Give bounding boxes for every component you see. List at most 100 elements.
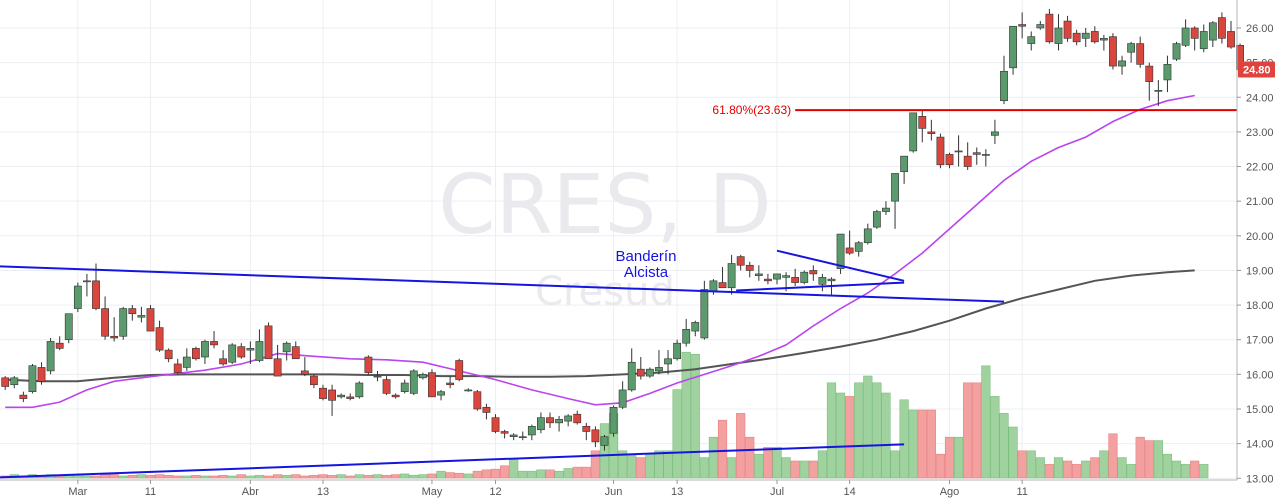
candle-body	[927, 131, 936, 134]
time-tick-label: 13	[671, 486, 683, 498]
candle-body	[500, 431, 509, 434]
candle	[1208, 21, 1217, 48]
candle	[300, 357, 309, 377]
candle-body	[1154, 90, 1163, 92]
volume-bar	[472, 470, 482, 479]
candle-body	[328, 389, 336, 401]
candle	[509, 433, 518, 441]
candle	[201, 339, 209, 364]
trendline-lower-support	[0, 443, 905, 479]
candle	[718, 266, 727, 289]
price-tick-label: 18.00	[1246, 300, 1274, 312]
candle-body	[1127, 43, 1136, 53]
volume-bar	[935, 453, 946, 479]
volume-bar	[309, 474, 319, 479]
volume-bar	[881, 392, 891, 479]
volume-bar	[154, 474, 165, 479]
candle-body	[291, 346, 300, 360]
candle	[1190, 26, 1199, 51]
volume-bar	[1181, 464, 1191, 479]
candle	[546, 412, 554, 429]
candle-body	[882, 207, 890, 212]
candle-body	[627, 361, 636, 391]
candle-body	[700, 289, 709, 339]
volume-bar	[191, 474, 201, 479]
candle-body	[909, 112, 918, 152]
volume-bar	[400, 473, 410, 479]
price-tick-label: 13.00	[1246, 473, 1274, 485]
grid	[0, 0, 1237, 480]
candle	[918, 111, 927, 143]
fibonacci-level[interactable]: 61.80%(23.63)	[712, 103, 1237, 117]
volume-bar	[391, 474, 401, 479]
volume-bar	[899, 399, 909, 479]
price-tick-label: 20.00	[1246, 231, 1274, 243]
candle-body	[246, 348, 255, 351]
candle-body	[1199, 31, 1208, 50]
volume-bar	[381, 474, 392, 479]
candle	[900, 155, 909, 184]
candle-body	[1181, 27, 1190, 46]
candle	[627, 348, 636, 392]
candle-body	[854, 242, 863, 252]
candle	[1063, 15, 1072, 42]
candle	[936, 133, 945, 169]
candle-body	[664, 358, 672, 365]
volume-bar	[990, 396, 1000, 479]
candle-body	[19, 394, 28, 399]
candle	[19, 391, 28, 403]
candle	[764, 273, 772, 285]
volume-bar	[963, 382, 973, 479]
time-tick-label: Jun	[605, 486, 623, 498]
candle-body	[636, 368, 645, 377]
candle	[791, 268, 800, 287]
volume-bar	[545, 469, 555, 479]
pattern-annotation[interactable]: Banderín Alcista	[616, 248, 677, 281]
price-axis[interactable]: 13.00 14.00 15.00 16.00 17.00 18.00 19.00 20.00…	[1236, 0, 1274, 485]
candle-body	[754, 273, 763, 276]
candle	[83, 273, 91, 297]
candle-body	[319, 387, 327, 399]
candle	[237, 343, 246, 359]
candle	[991, 119, 999, 145]
candle	[273, 344, 282, 377]
trendlines[interactable]	[0, 249, 1005, 479]
volume-bar	[1081, 460, 1091, 479]
candle-body	[1227, 31, 1235, 48]
candle-body	[872, 211, 881, 228]
volume-bar	[863, 375, 873, 479]
candle-body	[346, 396, 355, 399]
candle-body	[409, 370, 418, 394]
candle-body	[918, 116, 927, 129]
volume-bar	[672, 389, 682, 479]
time-axis[interactable]: Mar 11 Abr 13 May 12 Jun 13 Jul 14 Ago 11	[0, 479, 1237, 498]
volume-bar	[717, 419, 728, 479]
candle-body	[137, 315, 146, 318]
volume-bar	[481, 469, 492, 479]
volume-bar	[799, 460, 809, 479]
candle-body	[1081, 32, 1090, 39]
volume-bar	[91, 475, 101, 479]
candle	[173, 358, 182, 375]
volume-bar	[972, 382, 982, 479]
candle-body	[83, 280, 91, 283]
candle-body	[1109, 36, 1117, 67]
candle	[1000, 55, 1008, 105]
candle	[264, 322, 273, 360]
volume-bar	[318, 474, 328, 479]
candle	[73, 282, 82, 313]
annotation-line-1: Banderín	[616, 248, 677, 265]
volume-bar	[572, 466, 582, 479]
volume-bar	[763, 447, 773, 479]
volume-bar	[418, 474, 428, 479]
candle-body	[537, 417, 545, 431]
candle	[909, 112, 918, 153]
candle	[282, 341, 291, 361]
candle-body	[10, 377, 19, 386]
last-price-box	[1238, 61, 1275, 78]
candle-body	[437, 391, 445, 396]
candle-body	[991, 131, 999, 136]
volume-bar	[100, 474, 110, 479]
candle-body	[382, 379, 391, 394]
